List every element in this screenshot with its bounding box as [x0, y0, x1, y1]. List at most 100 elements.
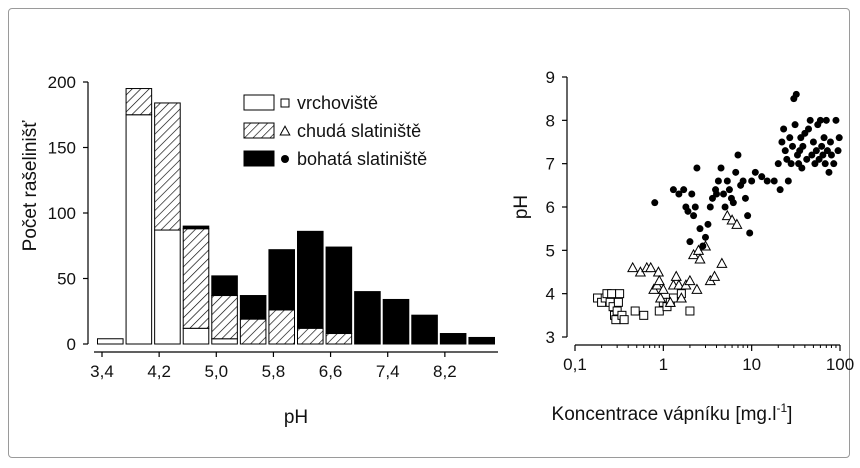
point-circle: [776, 186, 784, 194]
point-triangle: [694, 253, 706, 264]
point-triangle: [664, 296, 676, 307]
histogram-chart: 0 50 100 150 200 3,4 4,2 5,0 5,8 6,6 7,4 8,2 pH Počet…: [20, 73, 498, 428]
point-triangle: [708, 270, 721, 281]
point-circle: [835, 134, 843, 142]
x-tick-label: 7,4: [376, 362, 400, 381]
y-axis-title: Počet rašelinišť: [20, 120, 41, 252]
point-circle: [693, 164, 701, 172]
x-tick-label: 3,4: [90, 362, 114, 381]
y-tick-label: 5: [546, 241, 555, 260]
x-tick-label: 10: [742, 355, 761, 374]
legend-label: bohatá slatiniště: [297, 149, 427, 169]
point-circle: [780, 125, 788, 133]
bar-segment: [182, 327, 210, 345]
point-circle: [763, 177, 771, 185]
bar-segment: [325, 333, 353, 345]
point-circle: [706, 203, 714, 211]
x-tick-label: 8,2: [433, 362, 457, 381]
point-circle: [812, 147, 820, 155]
point-square: [685, 306, 695, 316]
x-tick-label: 5,0: [204, 362, 228, 381]
point-triangle: [675, 292, 688, 303]
y-axis-title: pH: [511, 195, 532, 219]
point-circle: [675, 190, 683, 198]
point-circle: [792, 90, 800, 98]
point-square: [619, 315, 629, 325]
point-circle: [744, 212, 752, 220]
point-triangle: [691, 283, 703, 294]
point-circle: [729, 199, 737, 207]
point-square: [613, 297, 623, 307]
point-circle: [770, 177, 778, 185]
y-tick-label: 100: [48, 204, 76, 223]
point-circle: [758, 173, 766, 181]
point-triangle: [721, 209, 733, 221]
point-circle: [808, 151, 816, 159]
bar-segment: [154, 229, 181, 345]
bar-segment: [439, 333, 467, 345]
point-circle: [825, 168, 833, 176]
bar-segment: [239, 295, 267, 320]
y-tick-label: 3: [546, 328, 555, 347]
y-tick-label: 6: [546, 198, 555, 217]
y-tick-label: 50: [57, 270, 76, 289]
point-circle: [651, 199, 659, 207]
point-circle: [721, 203, 729, 211]
point-circle: [832, 116, 840, 124]
point-circle: [789, 142, 797, 150]
point-circle: [811, 160, 819, 168]
point-circle: [806, 116, 814, 124]
point-circle: [684, 207, 692, 215]
point-circle: [741, 194, 749, 202]
legend-marker: [281, 155, 289, 163]
point-circle: [783, 155, 791, 163]
bar-segment: [468, 336, 495, 345]
point-circle: [699, 242, 707, 250]
bar-segment: [211, 338, 238, 345]
point-circle: [805, 125, 813, 133]
point-circle: [821, 160, 829, 168]
point-triangle: [652, 266, 665, 277]
bar-segment: [211, 275, 238, 297]
legend-marker: [279, 125, 291, 136]
point-circle: [686, 238, 694, 246]
point-circle: [820, 134, 828, 142]
legend-marker: [280, 98, 290, 108]
bar-segment: [211, 295, 238, 340]
point-circle: [822, 116, 830, 124]
point-circle: [781, 147, 789, 155]
point-triangle: [673, 279, 685, 290]
x-tick-label: 4,2: [147, 362, 171, 381]
bar-segment: [382, 298, 410, 345]
y-tick-label: 0: [67, 335, 76, 354]
y-tick-label: 4: [546, 285, 555, 304]
point-triangle: [627, 261, 639, 273]
point-circle: [830, 160, 838, 168]
legend-swatch: [243, 94, 275, 111]
bar-segment: [411, 314, 438, 345]
y-tick-label: 8: [546, 111, 555, 130]
point-circle: [778, 138, 786, 146]
x-tick-label: 6,6: [319, 362, 343, 381]
point-circle: [723, 177, 731, 185]
point-circle: [746, 229, 754, 237]
x-tick-label: 0,1: [563, 355, 587, 374]
point-triangle: [670, 270, 682, 281]
point-circle: [691, 203, 699, 211]
point-square: [630, 306, 640, 316]
point-square: [654, 306, 664, 316]
x-tick-label: 1: [659, 355, 668, 374]
point-square: [607, 289, 617, 299]
bar-segment: [325, 246, 353, 335]
point-circle: [734, 151, 742, 159]
legend-label: chudá slatiniště: [297, 121, 421, 141]
bar-segment: [182, 228, 210, 329]
point-circle: [680, 186, 688, 194]
point-circle: [774, 160, 782, 168]
point-triangle: [653, 274, 665, 286]
point-circle: [834, 147, 842, 155]
bar-segment: [268, 309, 295, 345]
point-circle: [791, 121, 799, 129]
point-circle: [725, 186, 733, 194]
